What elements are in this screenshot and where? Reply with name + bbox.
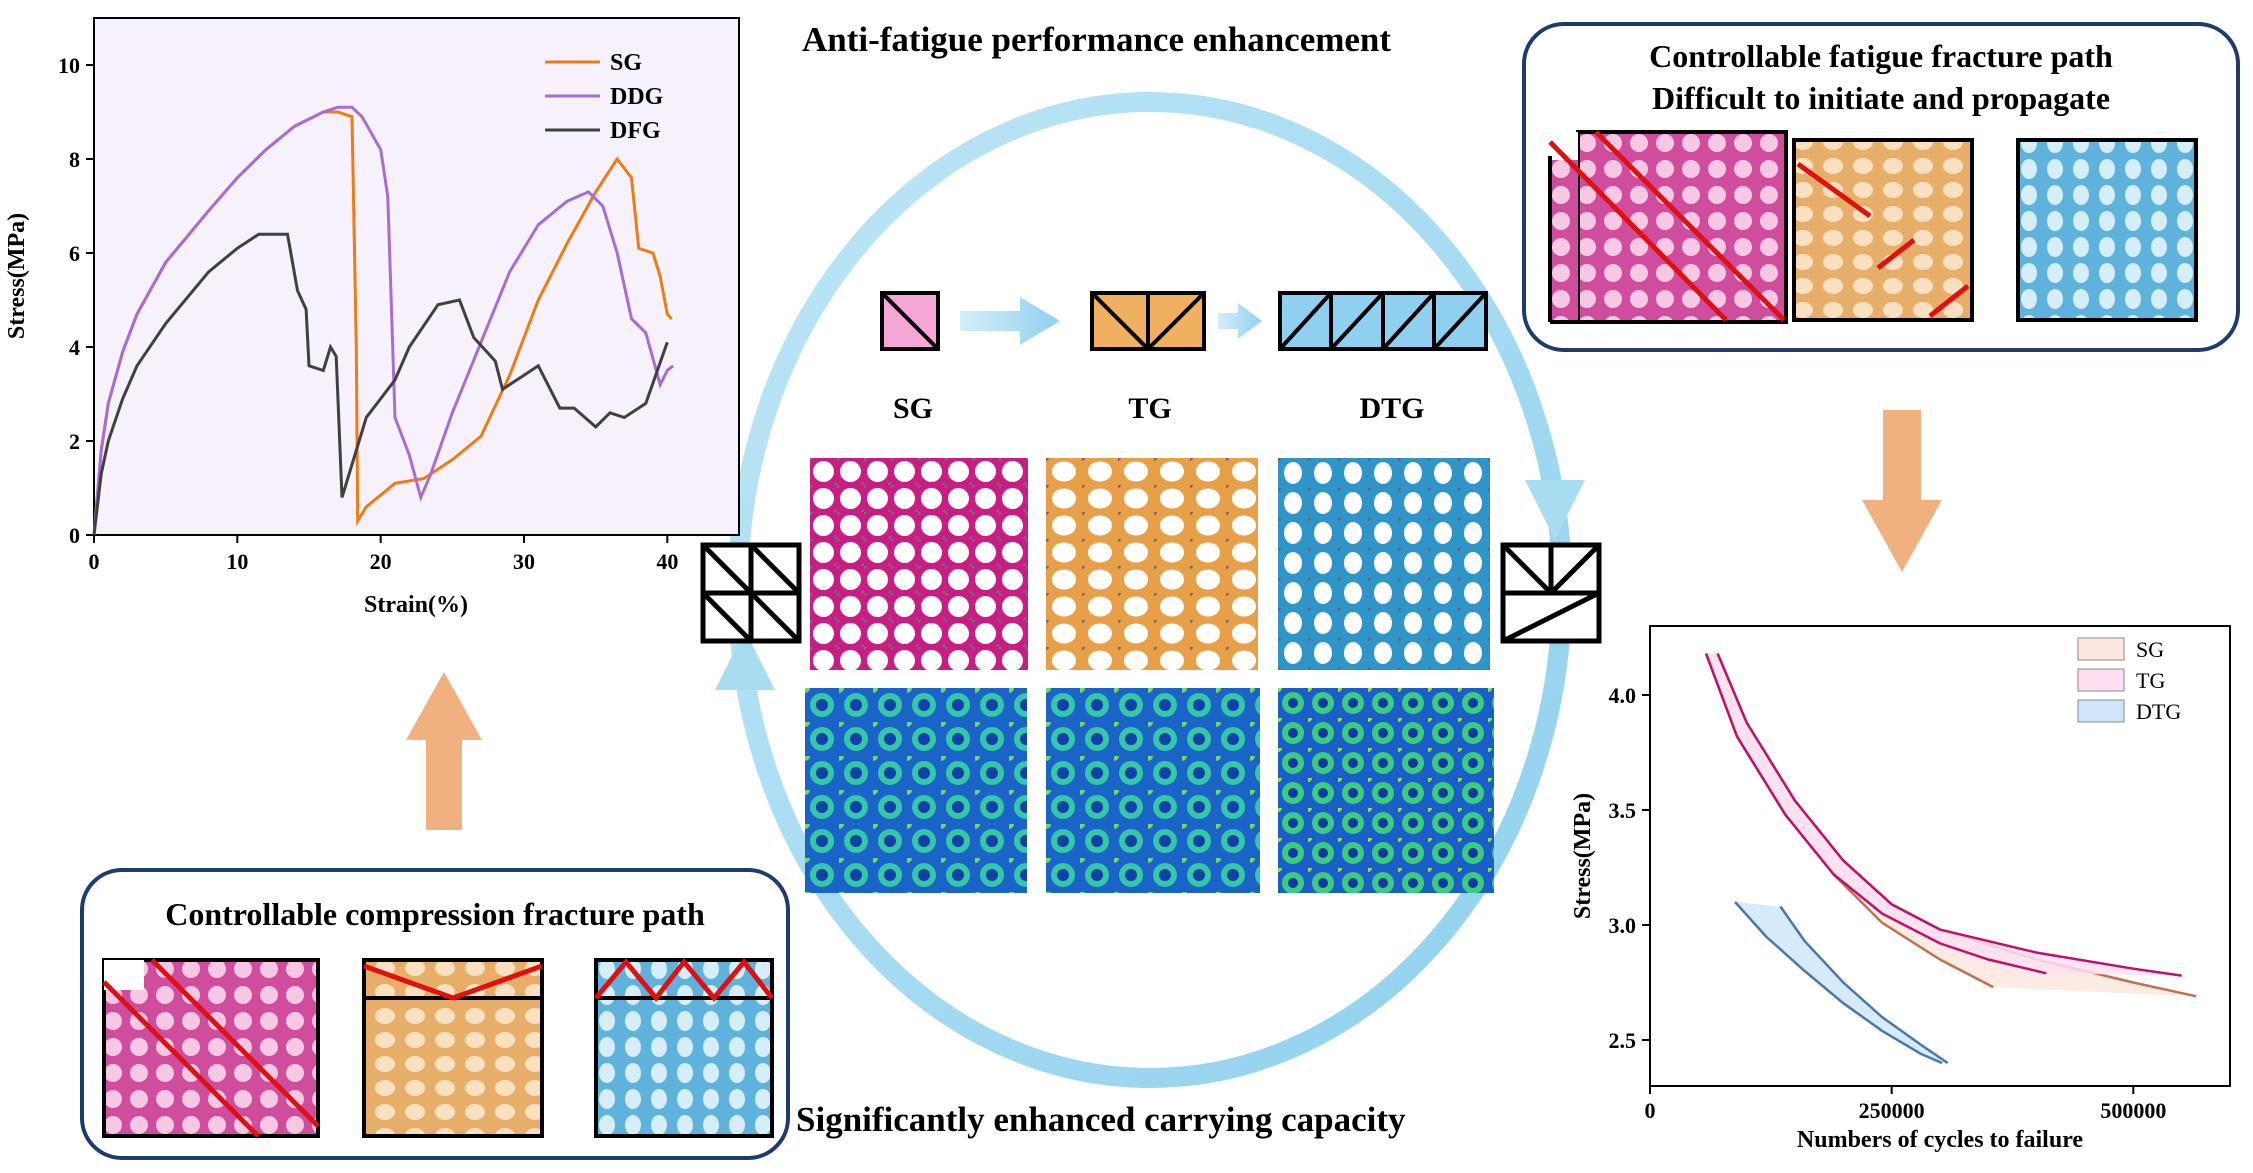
chart1-ytick-label: 2: [69, 429, 80, 454]
series-line-dfg: [92, 232, 669, 536]
chart1-ytick-label: 10: [58, 53, 80, 78]
compression-tg-image: [362, 958, 544, 1138]
fatigue-box-line1: Controllable fatigue fracture path: [1649, 38, 2113, 74]
dtg-stress-map: [1278, 688, 1494, 893]
series-line-ddg: [92, 105, 675, 536]
sg-stress-map: [805, 688, 1027, 893]
tg-lattice-image: [1046, 458, 1258, 670]
band-lower-dtg: [1734, 901, 1943, 1065]
unit-cell-row: [880, 291, 1488, 351]
chart2-xtick-label: 500000: [2100, 1098, 2166, 1123]
compression-sg-image: [102, 958, 320, 1138]
chart1-xtick-label: 40: [656, 549, 678, 574]
cycle-arrowhead-left: [715, 630, 775, 690]
chart1-xtick-label: 30: [513, 549, 535, 574]
dtg-unit-cell: [1278, 291, 1488, 351]
right-cell-glyph: [1500, 542, 1602, 644]
chart2-ytick-label: 3.0: [1609, 913, 1637, 938]
chart1-xtick-label: 10: [226, 549, 248, 574]
chart1-ylabel: Stress(MPa): [4, 213, 30, 339]
fatigue-path-box: Controllable fatigue fracture path Diffi…: [1522, 22, 2240, 352]
compression-path-box: Controllable compression fracture path: [80, 868, 790, 1160]
legend-label-sg: SG: [610, 50, 642, 76]
compression-box-title: Controllable compression fracture path: [165, 896, 705, 932]
chart2-ytick-label: 3.5: [1609, 798, 1637, 823]
chart1-ytick-label: 6: [69, 241, 80, 266]
stress-strain-chart: 0 10 20 30 40 0 2 4 6 8 10 SG DDG DFG Strain(%) Stre…: [4, 17, 740, 618]
down-arrow: [1862, 410, 1942, 572]
compression-dtg-image: [594, 958, 774, 1138]
cycle-arrowhead-right: [1525, 480, 1585, 540]
legend-swatch-sg: [2077, 637, 2125, 661]
fatigue-sg-image: [1548, 130, 1788, 324]
chart1-ytick-label: 4: [69, 335, 80, 360]
tg-unit-cell: [1090, 291, 1206, 351]
fatigue-crack-images: [1548, 130, 2198, 324]
legend-label-dtg: DTG: [2136, 699, 2181, 724]
sn-curve-chart: SG TG DTG Numbers of cycles to failure Str…: [1570, 625, 2231, 1153]
band-lower-tg: [1704, 653, 2047, 975]
sg-unit-cell: [880, 291, 940, 351]
label-dtg: DTG: [1359, 392, 1425, 425]
headline-bottom: Significantly enhanced carrying capacity: [796, 1100, 1406, 1139]
chart2-ytick-label: 4.0: [1609, 683, 1637, 708]
tg-stress-map: [1046, 688, 1260, 893]
up-arrow: [406, 672, 482, 830]
chart1-plot-area: [93, 17, 740, 536]
chart2-xlabel: Numbers of cycles to failure: [1797, 1127, 2084, 1153]
legend-label-tg: TG: [2136, 668, 2165, 693]
chart1-ytick-label: 0: [69, 523, 80, 548]
chart2-ytick-label: 2.5: [1609, 1028, 1637, 1053]
chart1-ytick-label: 8: [69, 147, 80, 172]
left-cell-glyph: [700, 542, 802, 644]
flow-arrow-1: [960, 297, 1060, 345]
legend-label-dfg: DFG: [610, 118, 661, 144]
chart1-xtick-label: 0: [89, 549, 100, 574]
legend-label-ddg: DDG: [610, 84, 664, 110]
dtg-lattice-image: [1278, 458, 1490, 670]
fatigue-box-line2: Difficult to initiate and propagate: [1651, 80, 2111, 116]
label-tg: TG: [1128, 392, 1172, 425]
compression-crack-images: [102, 958, 774, 1138]
label-sg: SG: [892, 392, 934, 425]
band-upper-dtg: [1779, 905, 1949, 1065]
chart2-plot-area: [1649, 625, 2231, 1087]
band-dtg: [1735, 902, 1948, 1063]
chart1-xtick-label: 20: [370, 549, 392, 574]
chart2-ylabel: Stress(MPa): [1570, 793, 1596, 919]
flow-arrow-2: [1218, 303, 1262, 339]
band-upper-tg: [1716, 653, 2182, 977]
fatigue-dtg-image: [2016, 138, 2198, 322]
chart1-xlabel: Strain(%): [364, 592, 468, 618]
legend-swatch-tg: [2077, 668, 2125, 692]
headline-top: Anti-fatigue performance enhancement: [802, 20, 1392, 59]
chart2-xtick-label: 250000: [1859, 1098, 1925, 1123]
band-tg: [1706, 653, 2182, 976]
legend-label-sg: SG: [2136, 637, 2164, 662]
fatigue-tg-image: [1792, 138, 1974, 322]
chart2-xtick-label: 0: [1645, 1098, 1656, 1123]
legend-swatch-dtg: [2077, 699, 2125, 723]
sg-lattice-image: [810, 458, 1028, 670]
